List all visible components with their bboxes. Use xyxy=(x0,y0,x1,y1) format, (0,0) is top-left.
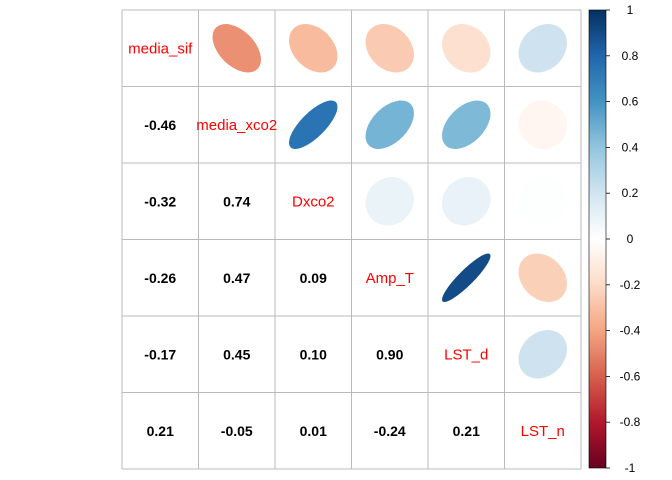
colorbar-tick-label: -1 xyxy=(625,461,636,475)
diagonal-label-lst-d: LST_d xyxy=(444,346,488,363)
correlation-value: -0.32 xyxy=(144,193,176,209)
diagonal-label-lst-n: LST_n xyxy=(521,423,565,440)
correlation-value: -0.05 xyxy=(221,423,253,439)
correlation-ellipse xyxy=(365,177,414,226)
correlation-ellipse xyxy=(289,100,338,149)
correlation-ellipse xyxy=(518,253,567,302)
colorbar-tick-label: -0.4 xyxy=(620,324,641,338)
correlation-value: -0.17 xyxy=(144,346,176,362)
correlation-value: 0.90 xyxy=(376,346,403,362)
correlation-value: -0.46 xyxy=(144,117,176,133)
correlation-ellipse xyxy=(442,253,491,302)
colorbar-tick-label: -0.8 xyxy=(620,415,641,429)
correlation-value: 0.01 xyxy=(300,423,327,439)
diagonal-label-media-xco2: media_xco2 xyxy=(196,117,277,134)
diagonal-label-amp-t: Amp_T xyxy=(366,270,414,287)
colorbar-tick-label: 0 xyxy=(627,232,634,246)
colorbar-tick-label: 1 xyxy=(627,3,634,17)
correlation-ellipse xyxy=(442,100,491,149)
correlation-ellipse xyxy=(365,24,414,73)
correlation-ellipse xyxy=(518,330,567,379)
correlation-ellipse xyxy=(518,177,567,226)
correlation-value: 0.47 xyxy=(223,270,250,286)
colorbar-tick-label: -0.2 xyxy=(620,278,641,292)
correlation-value: 0.74 xyxy=(223,193,250,209)
diagonal-label-media-sif: media_sif xyxy=(128,40,193,57)
correlation-ellipse xyxy=(442,24,491,73)
correlation-value: -0.24 xyxy=(374,423,406,439)
matrix-cells: media_sif -0.46 media_xco2 -0.32 0.74 Dxco2 -0… xyxy=(128,24,567,440)
grid-lines xyxy=(121,9,582,470)
colorbar: 1 0.8 0.6 0.4 0.2 0 -0.2 -0.4 -0.6 -0.8 -1 xyxy=(588,3,641,475)
correlation-ellipse xyxy=(365,100,414,149)
correlation-value: 0.21 xyxy=(453,423,480,439)
correlation-ellipse xyxy=(518,100,567,149)
correlation-ellipse xyxy=(289,24,338,73)
colorbar-tick-label: 0.4 xyxy=(622,140,639,154)
correlation-value: 0.21 xyxy=(147,423,174,439)
colorbar-tick-label: 0.2 xyxy=(622,186,639,200)
colorbar-tick-label: -0.6 xyxy=(620,369,641,383)
correlation-ellipse xyxy=(518,24,567,73)
correlation-value: -0.26 xyxy=(144,270,176,286)
correlation-value: 0.10 xyxy=(300,346,327,362)
diagonal-label-dxco2: Dxco2 xyxy=(292,193,335,210)
correlation-ellipse xyxy=(442,177,491,226)
correlation-ellipse xyxy=(212,24,261,73)
correlation-value: 0.09 xyxy=(300,270,327,286)
colorbar-tick-label: 0.8 xyxy=(622,49,639,63)
colorbar-rect xyxy=(588,9,607,469)
correlation-value: 0.45 xyxy=(223,346,250,362)
colorbar-tick-label: 0.6 xyxy=(622,95,639,109)
